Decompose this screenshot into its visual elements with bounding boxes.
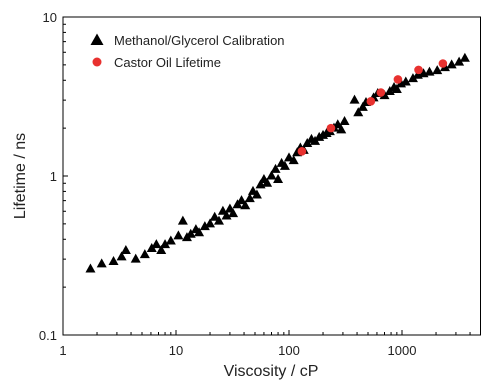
- calibration-point: [357, 101, 368, 111]
- calibration-point: [454, 56, 465, 66]
- calibration-point: [288, 155, 299, 165]
- calibration-point: [424, 66, 435, 76]
- calibration-point: [266, 170, 277, 180]
- castor-oil-point: [393, 75, 403, 84]
- calibration-point: [270, 163, 281, 173]
- y-tick-label: 10: [43, 10, 57, 25]
- calibration-point: [173, 230, 184, 240]
- calibration-point: [240, 200, 251, 210]
- x-tick-label: 1000: [388, 343, 417, 358]
- y-tick-label: 0.1: [39, 328, 57, 343]
- calibration-point: [446, 59, 457, 69]
- calibration-point: [432, 65, 443, 75]
- calibration-point: [199, 221, 210, 231]
- calibration-point: [353, 107, 364, 117]
- calibration-point: [336, 124, 347, 134]
- legend-marker-circle: [92, 57, 102, 67]
- calibration-point: [185, 228, 196, 238]
- calibration-point: [279, 160, 290, 170]
- calibration-point: [339, 116, 350, 126]
- calibration-point: [160, 239, 171, 249]
- calibration-point: [228, 208, 239, 218]
- calibration-point: [194, 227, 205, 237]
- y-tick-label: 1: [50, 169, 57, 184]
- calibration-point: [262, 177, 273, 187]
- calibration-point: [221, 210, 232, 220]
- calibration-point: [407, 73, 418, 83]
- calibration-point: [165, 235, 176, 245]
- calibration-point: [391, 83, 402, 93]
- calibration-point: [332, 119, 343, 129]
- legend-label-castor-oil: Castor Oil Lifetime: [114, 55, 221, 70]
- castor-oil-point: [297, 147, 307, 156]
- castor-oil-point: [366, 96, 376, 106]
- calibration-point: [108, 255, 119, 265]
- x-axis-title: Viscosity / cP: [224, 363, 319, 380]
- calibration-point: [349, 94, 360, 104]
- calibration-point: [96, 258, 107, 268]
- calibration-point: [156, 244, 167, 254]
- calibration-point: [151, 239, 162, 249]
- calibration-point: [139, 249, 150, 259]
- calibration-point: [251, 189, 262, 199]
- calibration-point: [205, 218, 216, 228]
- calibration-point: [244, 193, 255, 203]
- y-axis-title: Lifetime / ns: [12, 133, 29, 219]
- x-tick-label: 10: [169, 343, 183, 358]
- chart-legend: Methanol/Glycerol Calibration Castor Oil…: [90, 33, 285, 70]
- chart-marks: [85, 52, 470, 273]
- calibration-point: [177, 215, 188, 225]
- legend-label-calibration: Methanol/Glycerol Calibration: [114, 33, 285, 48]
- castor-oil-point: [438, 59, 448, 68]
- calibration-point: [120, 244, 131, 254]
- calibration-point: [85, 263, 96, 273]
- calibration-point: [213, 215, 224, 225]
- x-tick-label: 100: [278, 343, 300, 358]
- calibration-point: [400, 76, 411, 86]
- calibration-point: [116, 251, 127, 261]
- calibration-point: [459, 52, 470, 62]
- calibration-point: [217, 205, 228, 215]
- calibration-point: [209, 211, 220, 221]
- legend-marker-triangle: [90, 33, 104, 45]
- castor-oil-point: [414, 65, 423, 75]
- calibration-point: [130, 253, 141, 263]
- x-tick-label: 1: [59, 343, 66, 358]
- calibration-point: [273, 174, 284, 184]
- calibration-point: [236, 195, 247, 205]
- castor-oil-point: [376, 88, 386, 97]
- castor-oil-point: [326, 123, 336, 133]
